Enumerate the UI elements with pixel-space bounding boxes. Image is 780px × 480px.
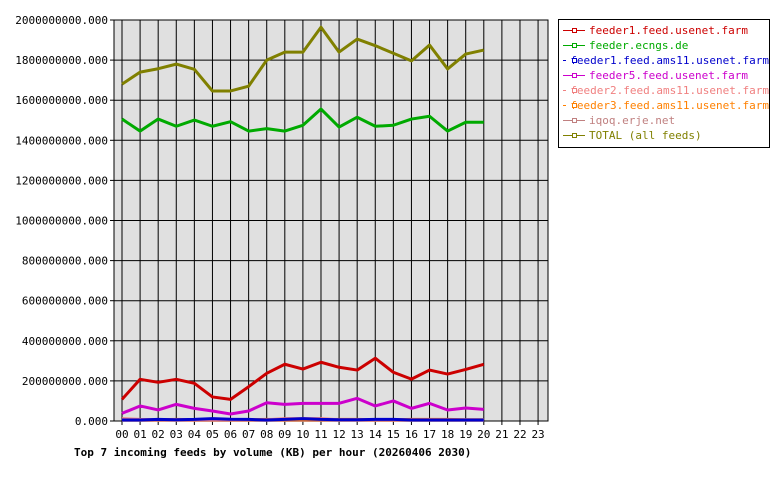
x-tick-label: 00 (115, 428, 128, 441)
legend-label: feeder2.feed.ams11.usenet.farm (570, 84, 769, 97)
x-tick-label: 03 (170, 428, 183, 441)
y-tick-label: 2000000000.000 (15, 14, 108, 27)
series-lines (120, 25, 485, 422)
x-tick-label: 07 (242, 428, 255, 441)
x-tick-label: 01 (133, 428, 146, 441)
x-tick-label: 12 (332, 428, 345, 441)
legend-item: TOTAL (all feeds) (559, 128, 769, 143)
legend-label: feeder1.feed.ams11.usenet.farm (570, 54, 769, 67)
x-tick-label: 20 (477, 428, 490, 441)
legend-label: feeder1.feed.usenet.farm (589, 24, 748, 37)
x-tick-label: 05 (206, 428, 219, 441)
x-tick-label: 02 (152, 428, 165, 441)
x-tick-label: 14 (369, 428, 383, 441)
legend-item: feeder.ecngs.de (559, 38, 769, 53)
x-axis: 00 01 02 03 04 05 06 07 08 09 10 11 12 13 14 15 16 17 18 19… (115, 428, 544, 441)
x-tick-label: 06 (224, 428, 237, 441)
legend-item: iqoq.erje.net (559, 113, 769, 128)
legend-item: feeder2.feed.ams11.usenet.farm (559, 83, 769, 98)
legend-label: TOTAL (all feeds) (589, 129, 702, 142)
legend-item: feeder1.feed.ams11.usenet.farm (559, 53, 769, 68)
legend-item: feeder1.feed.usenet.farm (559, 23, 769, 38)
legend-label: feeder.ecngs.de (589, 39, 689, 52)
y-tick-label: 1800000000.000 (15, 54, 108, 67)
y-tick-label: 1200000000.000 (15, 174, 108, 187)
y-tick-label: 1400000000.000 (15, 134, 108, 147)
legend-swatch-icon (563, 87, 579, 94)
x-tick-label: 21 (495, 428, 508, 441)
x-tick-label: 17 (423, 428, 436, 441)
y-tick-label: 600000000.000 (22, 295, 108, 308)
legend-item: feeder3.feed.ams11.usenet.farm (559, 98, 769, 113)
legend-label: iqoq.erje.net (589, 114, 676, 127)
y-tick-label: 0.000 (75, 415, 108, 428)
legend-swatch-icon (563, 72, 585, 79)
x-tick-label: 04 (188, 428, 202, 441)
x-tick-label: 16 (405, 428, 418, 441)
y-axis: 0.000 200000000.000 400000000.000 600000000… (15, 14, 114, 428)
legend-item: feeder5.feed.usenet.farm (559, 68, 769, 83)
x-tick-label: 13 (351, 428, 364, 441)
x-tick-label: 09 (278, 428, 291, 441)
x-tick-label: 18 (441, 428, 454, 441)
legend-label: feeder3.feed.ams11.usenet.farm (570, 99, 769, 112)
y-tick-label: 1600000000.000 (15, 94, 108, 107)
x-tick-label: 15 (387, 428, 400, 441)
legend-swatch-icon (563, 27, 585, 34)
x-tick-label: 08 (260, 428, 273, 441)
x-tick-label: 23 (531, 428, 544, 441)
x-tick-label: 10 (296, 428, 309, 441)
x-tick-label: 19 (459, 428, 472, 441)
legend-swatch-icon (563, 132, 585, 139)
legend: feeder1.feed.usenet.farm feeder.ecngs.de f… (558, 19, 770, 148)
y-tick-label: 1000000000.000 (15, 215, 108, 228)
y-tick-label: 400000000.000 (22, 335, 108, 348)
x-tick-label: 11 (314, 428, 327, 441)
y-tick-label: 800000000.000 (22, 255, 108, 268)
y-tick-label: 200000000.000 (22, 375, 108, 388)
legend-swatch-icon (563, 42, 585, 49)
legend-label: feeder5.feed.usenet.farm (589, 69, 748, 82)
x-tick-label: 22 (513, 428, 526, 441)
legend-swatch-icon (563, 117, 585, 124)
chart-title: Top 7 incoming feeds by volume (KB) per … (74, 446, 471, 459)
legend-swatch-icon (563, 57, 579, 64)
legend-swatch-icon (563, 102, 579, 109)
